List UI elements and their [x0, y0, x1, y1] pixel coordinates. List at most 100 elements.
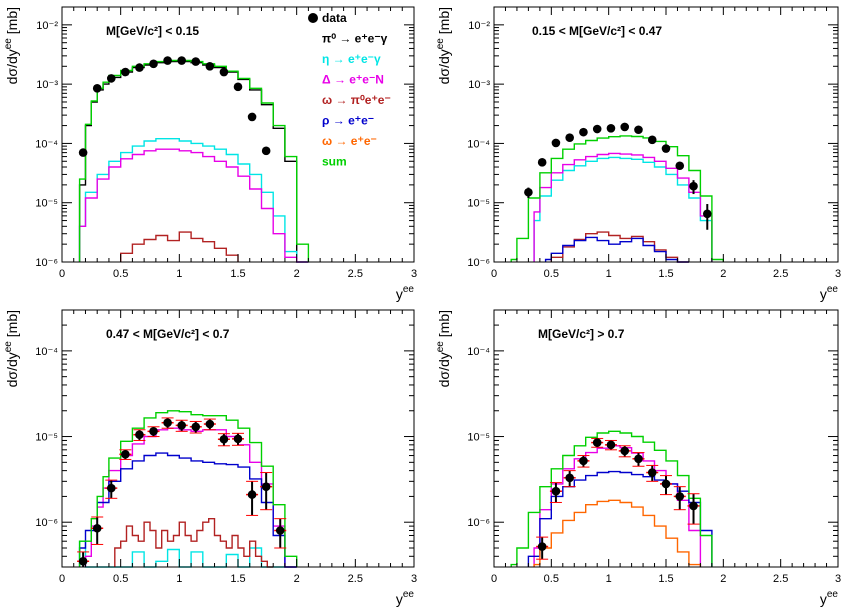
y-tick-label: 10⁻⁴	[35, 138, 58, 150]
data-point	[106, 483, 116, 493]
hist-delta	[533, 152, 713, 262]
legend-label-eta: η → e⁺e⁻γ	[322, 52, 381, 66]
x-tick-label: 0.5	[544, 268, 559, 280]
y-axis-label-part: dσ/dy	[436, 49, 452, 84]
data-point	[92, 84, 102, 93]
y-tick-label: 10⁻⁵	[35, 198, 58, 210]
y-axis-label-part: [mb]	[436, 310, 452, 341]
data-point	[524, 187, 533, 197]
y-tick-label: 10⁻⁶	[35, 257, 58, 269]
legend-label-omega: ω → e⁺e⁻	[322, 134, 377, 148]
data-point	[537, 542, 547, 551]
data-point	[606, 123, 616, 133]
data-point	[579, 456, 588, 466]
legend-marker-data	[308, 13, 318, 23]
x-axis-label: yee	[396, 284, 415, 302]
y-tick-label: 10⁻⁴	[467, 138, 490, 150]
y-tick-label: 10⁻³	[468, 79, 490, 91]
data-point	[689, 501, 698, 511]
x-tick-label: 2	[720, 268, 726, 280]
y-axis-label: dσ/dyee [mb]	[3, 310, 20, 387]
data-point	[592, 124, 602, 134]
legend-label-omega_dalitz: ω → π⁰e⁺e⁻	[322, 93, 391, 107]
x-tick-label: 2.5	[348, 268, 363, 280]
data-point	[634, 125, 643, 135]
x-tick-label: 1.5	[658, 573, 673, 585]
x-axis-label-sup: ee	[827, 589, 839, 600]
data-point	[620, 122, 630, 132]
y-axis-label-sup: ee	[3, 38, 14, 50]
panel-1: 0 0.5 1 1.5 2 2.5 3 10⁻⁶ 10⁻⁵ 10⁻⁴ 10⁻³ 10⁻² yee dσ/d…	[3, 6, 417, 302]
data-point	[565, 473, 574, 483]
data-point	[163, 418, 172, 428]
y-axis-label-part: [mb]	[436, 7, 452, 38]
x-tick-label: 1.5	[230, 573, 245, 585]
panel-title: M[GeV/c²] > 0.7	[538, 327, 625, 341]
hist-rho	[78, 452, 297, 568]
data-point	[135, 63, 144, 72]
y-tick-label: 10⁻²	[36, 20, 58, 32]
plot-area	[494, 7, 838, 262]
x-tick-label: 1	[606, 573, 612, 585]
data-point	[661, 144, 671, 153]
x-axis-label-sup: ee	[403, 284, 415, 295]
x-tick-label: 0.5	[113, 268, 128, 280]
data-point	[205, 61, 215, 71]
data-point	[205, 419, 215, 429]
data-point	[261, 482, 271, 491]
data-point	[121, 450, 130, 459]
x-tick-label: 2.5	[773, 573, 788, 585]
x-tick-label: 0	[59, 573, 65, 585]
legend-label-data: data	[322, 11, 347, 25]
data-point	[675, 161, 685, 171]
y-axis-label-sup: ee	[435, 341, 446, 353]
data-point	[634, 454, 643, 464]
data-point	[592, 438, 602, 447]
data-point	[92, 523, 102, 533]
data-point	[537, 158, 547, 167]
x-tick-label: 2	[720, 573, 726, 585]
data-point	[647, 135, 657, 145]
x-tick-label: 1	[176, 268, 182, 280]
data-point	[149, 59, 158, 69]
y-axis-label-part: dσ/dy	[4, 49, 20, 84]
data-point	[177, 56, 186, 65]
x-tick-label: 2.5	[773, 268, 788, 280]
data-point	[191, 422, 201, 432]
panel-2: 0 0.5 1 1.5 2 2.5 3 10⁻⁶ 10⁻⁵ 10⁻⁴ 10⁻³ 10⁻² yee dσ/d…	[435, 6, 841, 302]
y-axis-label: dσ/dyee [mb]	[3, 7, 20, 84]
hist-omega	[533, 499, 702, 567]
data-point	[661, 479, 671, 489]
data-point	[247, 112, 257, 122]
panel-title: 0.47 < M[GeV/c²] < 0.7	[106, 327, 230, 341]
data-point	[579, 127, 588, 137]
x-tick-label: 1.5	[230, 268, 245, 280]
y-tick-label: 10⁻³	[36, 79, 58, 91]
x-tick-label: 0.5	[544, 573, 559, 585]
y-axis-label: dσ/dyee [mb]	[435, 310, 452, 387]
x-tick-label: 1	[176, 573, 182, 585]
x-axis-label-sup: ee	[403, 589, 415, 600]
y-axis-label-sup: ee	[3, 341, 14, 353]
x-tick-label: 0	[491, 268, 497, 280]
legend: data π⁰ → e⁺e⁻γ η → e⁺e⁻γ Δ → e⁺e⁻N ω → π⁰e⁺…	[308, 11, 391, 169]
y-tick-label: 10⁻⁵	[467, 432, 490, 444]
data-point	[78, 148, 88, 157]
y-axis-label-sup: ee	[435, 38, 446, 50]
y-tick-label: 10⁻⁴	[35, 346, 58, 358]
y-axis-label-part: dσ/dy	[4, 352, 20, 387]
y-axis-label-part: [mb]	[4, 7, 20, 38]
hist-eta	[533, 156, 713, 262]
x-axis-label: yee	[820, 589, 839, 607]
data-point	[689, 181, 698, 191]
data-point	[551, 486, 561, 496]
x-tick-label: 0	[491, 573, 497, 585]
data-point	[78, 556, 88, 566]
data-point	[675, 492, 685, 501]
y-tick-label: 10⁻⁶	[467, 517, 490, 529]
x-tick-label: 3	[411, 268, 417, 280]
data-point	[275, 526, 285, 535]
y-axis-label: dσ/dyee [mb]	[435, 7, 452, 84]
